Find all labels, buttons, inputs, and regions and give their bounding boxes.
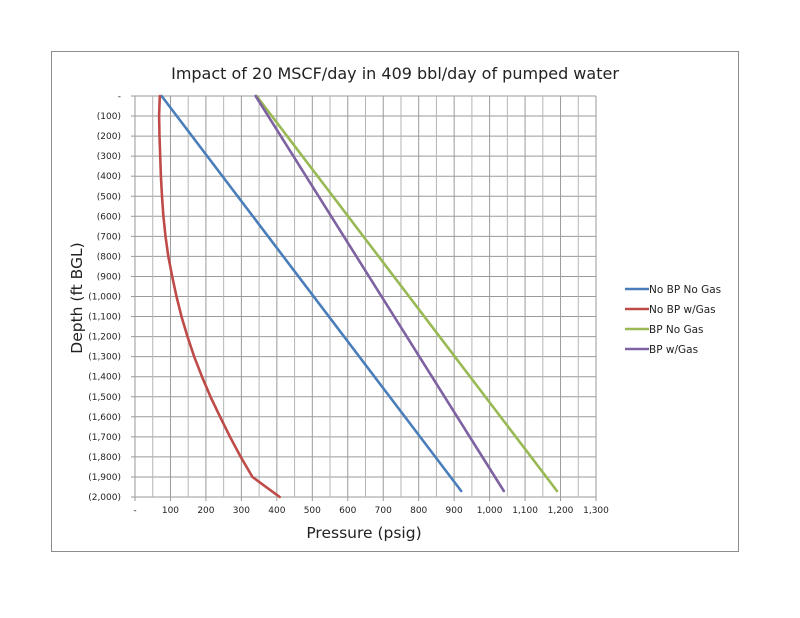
x-tick-label: 800 [410,506,427,516]
y-tick-label: (1,000) [88,293,121,303]
y-tick-label: (1,600) [88,413,121,423]
x-tick-label: 400 [268,506,285,516]
y-tick-label: (100) [97,112,121,122]
x-tick-label: 600 [339,506,356,516]
y-tick-label: (400) [97,172,121,182]
x-tick-label: 700 [375,506,392,516]
legend: No BP No Gas No BP w/Gas BP No Gas BP w/Gas [625,284,721,356]
y-tick-label: (1,400) [88,373,121,383]
y-tick-label: (1,500) [88,393,121,403]
legend-label-bp-w-gas: BP w/Gas [649,344,698,356]
series-line-no-bp-no-gas [160,94,463,493]
series-line-bp-no-gas [255,94,559,493]
x-tick-label: 1,000 [477,506,503,516]
grid [131,95,597,501]
y-tick-label: - [118,92,121,102]
series-lines [157,94,559,499]
y-tick-label: (800) [97,252,121,262]
y-tick-label: (1,800) [88,453,121,463]
y-tick-label: (1,100) [88,313,121,323]
legend-label-bp-no-gas: BP No Gas [649,324,704,336]
chart-frame [51,51,739,552]
chart-title: Impact of 20 MSCF/day in 409 bbl/day of … [171,64,619,83]
y-tick-label: (300) [97,152,121,162]
y-tick-label: (1,300) [88,353,121,363]
y-tick-label: (600) [97,212,121,222]
y-tick-label: (2,000) [88,493,121,503]
y-axis-title: Depth (ft BGL) [68,242,86,353]
x-tick-label: 1,100 [512,506,538,516]
x-tick-label: 300 [233,506,250,516]
legend-label-no-bp-no-gas: No BP No Gas [649,284,721,296]
legend-label-no-bp-w-gas: No BP w/Gas [649,304,716,316]
x-tick-label: 1,300 [583,506,609,516]
tick-labels: - (100) (200) (300) (400) (500) (600) (700) (800… [88,92,609,516]
y-tick-label: (200) [97,132,121,142]
series-line-bp-w-gas [254,94,506,493]
series-line-no-bp-w-gas [157,94,282,499]
x-tick-label: 200 [197,506,214,516]
y-tick-label: (1,900) [88,473,121,483]
y-tick-label: (900) [97,272,121,282]
x-tick-label: - [133,506,136,516]
x-tick-label: 500 [304,506,321,516]
y-tick-label: (1,200) [88,333,121,343]
x-tick-label: 100 [162,506,179,516]
x-tick-label: 1,200 [548,506,574,516]
x-axis-title: Pressure (psig) [306,524,421,542]
x-tick-label: 900 [446,506,463,516]
y-tick-label: (700) [97,232,121,242]
y-tick-label: (500) [97,192,121,202]
y-tick-label: (1,700) [88,433,121,443]
